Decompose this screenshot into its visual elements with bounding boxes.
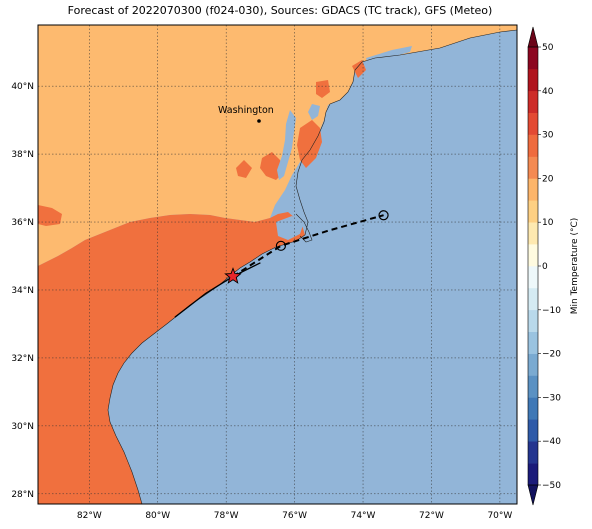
lat-tick-label: 40°N bbox=[11, 82, 34, 92]
colorbar-segment bbox=[528, 112, 538, 135]
colorbar-extend-min bbox=[527, 484, 539, 506]
lat-tick-label: 36°N bbox=[11, 218, 34, 228]
colorbar-segment bbox=[528, 222, 538, 245]
lat-tick-label: 30°N bbox=[11, 422, 34, 432]
colorbar-tick-label: −40 bbox=[542, 437, 561, 447]
colorbar-tick-label: −50 bbox=[542, 481, 561, 491]
colorbar-segment bbox=[528, 287, 538, 311]
colorbar-segment bbox=[528, 244, 538, 267]
colorbar-segment bbox=[528, 397, 538, 420]
land-warm-patch-west bbox=[38, 205, 62, 226]
colorbar-segment bbox=[528, 266, 538, 289]
colorbar-tick-label: 20 bbox=[542, 174, 554, 184]
lat-tick-label: 34°N bbox=[11, 286, 34, 296]
colorbar-segment bbox=[528, 375, 538, 398]
lat-tick-label: 32°N bbox=[11, 354, 34, 364]
observed-track-line bbox=[174, 262, 261, 318]
map-area bbox=[38, 25, 517, 504]
land-warm-temperature bbox=[38, 212, 305, 504]
colorbar-segment bbox=[528, 68, 538, 92]
delaware-bay bbox=[308, 104, 320, 120]
forecast-position-marker bbox=[275, 240, 287, 251]
colorbar-segment bbox=[528, 441, 538, 464]
lat-tick-label: 28°N bbox=[11, 490, 34, 500]
colorbar-segment bbox=[528, 47, 538, 70]
lat-tick-label: 38°N bbox=[11, 150, 34, 160]
land-warm-patch-piedmont bbox=[236, 160, 252, 178]
colorbar-tick-label: −10 bbox=[542, 306, 561, 316]
graticule bbox=[38, 25, 517, 504]
colorbar-extend-max bbox=[527, 26, 539, 48]
colorbar-tick-label: −30 bbox=[542, 393, 561, 403]
land-warm-patch-delmarva bbox=[297, 120, 322, 168]
lon-tick-label: 74°W bbox=[351, 511, 376, 521]
lon-tick-label: 72°W bbox=[419, 511, 444, 521]
tc-track bbox=[174, 210, 389, 318]
colorbar-segment bbox=[528, 200, 538, 223]
colorbar-segment bbox=[528, 353, 538, 376]
city-label-washington: Washington bbox=[218, 105, 274, 116]
long-island-sound bbox=[366, 46, 412, 64]
chart-title: Forecast of 2022070300 (f024-030), Sourc… bbox=[67, 4, 493, 17]
colorbar-tick-label: 50 bbox=[542, 43, 554, 53]
colorbar-segment bbox=[528, 331, 538, 354]
axis-ticks: 82°W 80°W 78°W 76°W 74°W 72°W 70°W 40°N 38°N 36°N… bbox=[11, 82, 512, 521]
land-warm-patch-new-york bbox=[352, 60, 366, 78]
colorbar-tick-label: 0 bbox=[542, 262, 548, 272]
colorbar-segment bbox=[528, 309, 538, 332]
lon-tick-label: 82°W bbox=[77, 511, 102, 521]
current-storm-position-star bbox=[224, 267, 242, 284]
colorbar-tick-label: −20 bbox=[542, 350, 561, 360]
colorbar-label: Min Temperature (°C) bbox=[570, 218, 580, 315]
colorbar-segment bbox=[528, 90, 538, 113]
forecast-position-marker bbox=[378, 210, 389, 221]
washington-marker bbox=[257, 119, 261, 123]
colorbar-tick-label: 30 bbox=[542, 131, 554, 141]
lon-tick-label: 76°W bbox=[282, 511, 307, 521]
land-warm-patch-new-jersey bbox=[316, 80, 330, 98]
colorbar-segment bbox=[528, 134, 538, 157]
lon-tick-label: 80°W bbox=[145, 511, 170, 521]
outer-banks bbox=[295, 213, 313, 243]
lon-tick-label: 78°W bbox=[214, 511, 239, 521]
map-frame bbox=[37, 24, 518, 505]
colorbar-segment bbox=[528, 156, 538, 179]
colorbar-segment bbox=[528, 463, 538, 486]
colorbar-tick-label: 10 bbox=[542, 218, 554, 228]
chesapeake-bay bbox=[277, 110, 296, 180]
lon-tick-label: 70°W bbox=[487, 511, 512, 521]
colorbar: 50 40 30 20 10 0 −10 −20 −30 −40 −50 Min Temperatur… bbox=[527, 26, 580, 506]
colorbar-tick-label: 40 bbox=[542, 87, 554, 97]
forecast-track-line bbox=[232, 214, 384, 278]
colorbar-segment bbox=[528, 178, 538, 201]
colorbar-segment bbox=[528, 419, 538, 442]
